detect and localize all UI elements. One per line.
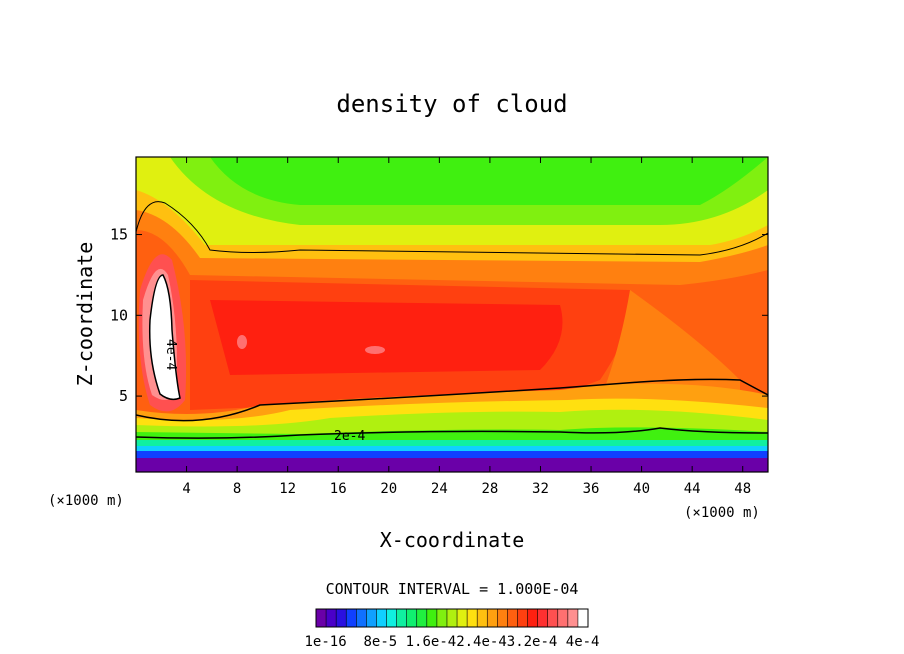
spot-pink-1 <box>237 335 247 349</box>
colorbar-swatch <box>567 609 579 627</box>
colorbar-swatch <box>477 609 488 627</box>
contour-label-2e-4: 2e-4 <box>334 429 365 444</box>
plot-area <box>136 157 768 472</box>
colorbar-swatch <box>406 609 418 627</box>
colorbar-swatch <box>527 609 538 627</box>
x-tick-label: 28 <box>481 481 498 497</box>
contour-lower <box>136 427 768 439</box>
x-axis-label: X-coordinate <box>380 528 525 552</box>
colorbar-swatch <box>366 609 377 627</box>
colorbar-swatch <box>396 609 407 627</box>
x-tick-label: 4 <box>182 481 190 497</box>
x-tick-label: 20 <box>380 481 397 497</box>
spot-pink-2 <box>365 346 385 354</box>
colorbar-swatch <box>517 609 528 627</box>
band-east-orange <box>600 290 740 400</box>
x-tick-label: 24 <box>431 481 448 497</box>
chart-title: density of cloud <box>336 90 567 118</box>
colorbar-swatch <box>507 609 518 627</box>
colorbar-swatch <box>577 609 589 627</box>
band-purple <box>136 458 768 472</box>
x-tick-label: 36 <box>583 481 600 497</box>
plot-frame <box>135 156 769 473</box>
contour-interval-text: CONTOUR INTERVAL = 1.000E-04 <box>326 580 579 598</box>
colorbar-swatch <box>386 609 397 627</box>
colorbar-swatch <box>537 609 549 627</box>
colorbar-frame <box>315 608 589 628</box>
x-tick-label: 40 <box>633 481 650 497</box>
colorbar-swatch <box>446 609 458 627</box>
x-axis: 4 8 12 16 20 24 28 32 36 40 44 48 <box>182 157 751 497</box>
colorbar-swatch <box>497 609 508 627</box>
colorbar-swatch <box>326 609 337 627</box>
band-deep-red <box>210 300 563 375</box>
contour-2e-4 <box>136 378 768 422</box>
colorbar-swatch <box>426 609 438 627</box>
colorbar-swatch <box>316 609 327 627</box>
y-tick-label: 10 <box>110 306 128 324</box>
colorbar-swatch <box>487 609 498 627</box>
colorbar-swatch <box>436 609 448 627</box>
colorbar-swatch <box>557 609 569 627</box>
colorbar-swatch <box>346 609 357 627</box>
colorbar-labels: 1e-16 8e-5 1.6e-42.4e-43.2e-4 4e-4 <box>304 634 599 650</box>
colorbar-swatch <box>356 609 367 627</box>
colorbar-swatch <box>467 609 478 627</box>
colorbar-swatch <box>416 609 428 627</box>
x-tick-label: 8 <box>233 481 241 497</box>
x-tick-label: 16 <box>330 481 347 497</box>
colorbar-swatch <box>457 609 468 627</box>
colorbar-swatch <box>547 609 559 627</box>
y-tick-label: 15 <box>110 226 128 244</box>
z-unit-label: (×1000 m) <box>684 505 760 521</box>
x-tick-label: 48 <box>734 481 751 497</box>
x-tick-label: 12 <box>279 481 296 497</box>
x-tick-label: 32 <box>532 481 549 497</box>
colorbar <box>315 608 589 628</box>
colorbar-swatch <box>376 609 387 627</box>
y-tick-label: 5 <box>119 387 128 405</box>
y-axis-label: Z-coordinate <box>73 242 97 387</box>
contour-upper <box>136 201 768 256</box>
band-white-max <box>148 274 181 401</box>
colorbar-swatch <box>336 609 347 627</box>
y-axis: 5 10 15 <box>110 226 768 405</box>
x-tick-label: 44 <box>684 481 701 497</box>
x-unit-label: (×1000 m) <box>48 493 124 509</box>
contour-label-4e-4: 4e-4 <box>163 339 178 370</box>
contour-labels: 2e-4 4e-4 <box>163 339 365 444</box>
